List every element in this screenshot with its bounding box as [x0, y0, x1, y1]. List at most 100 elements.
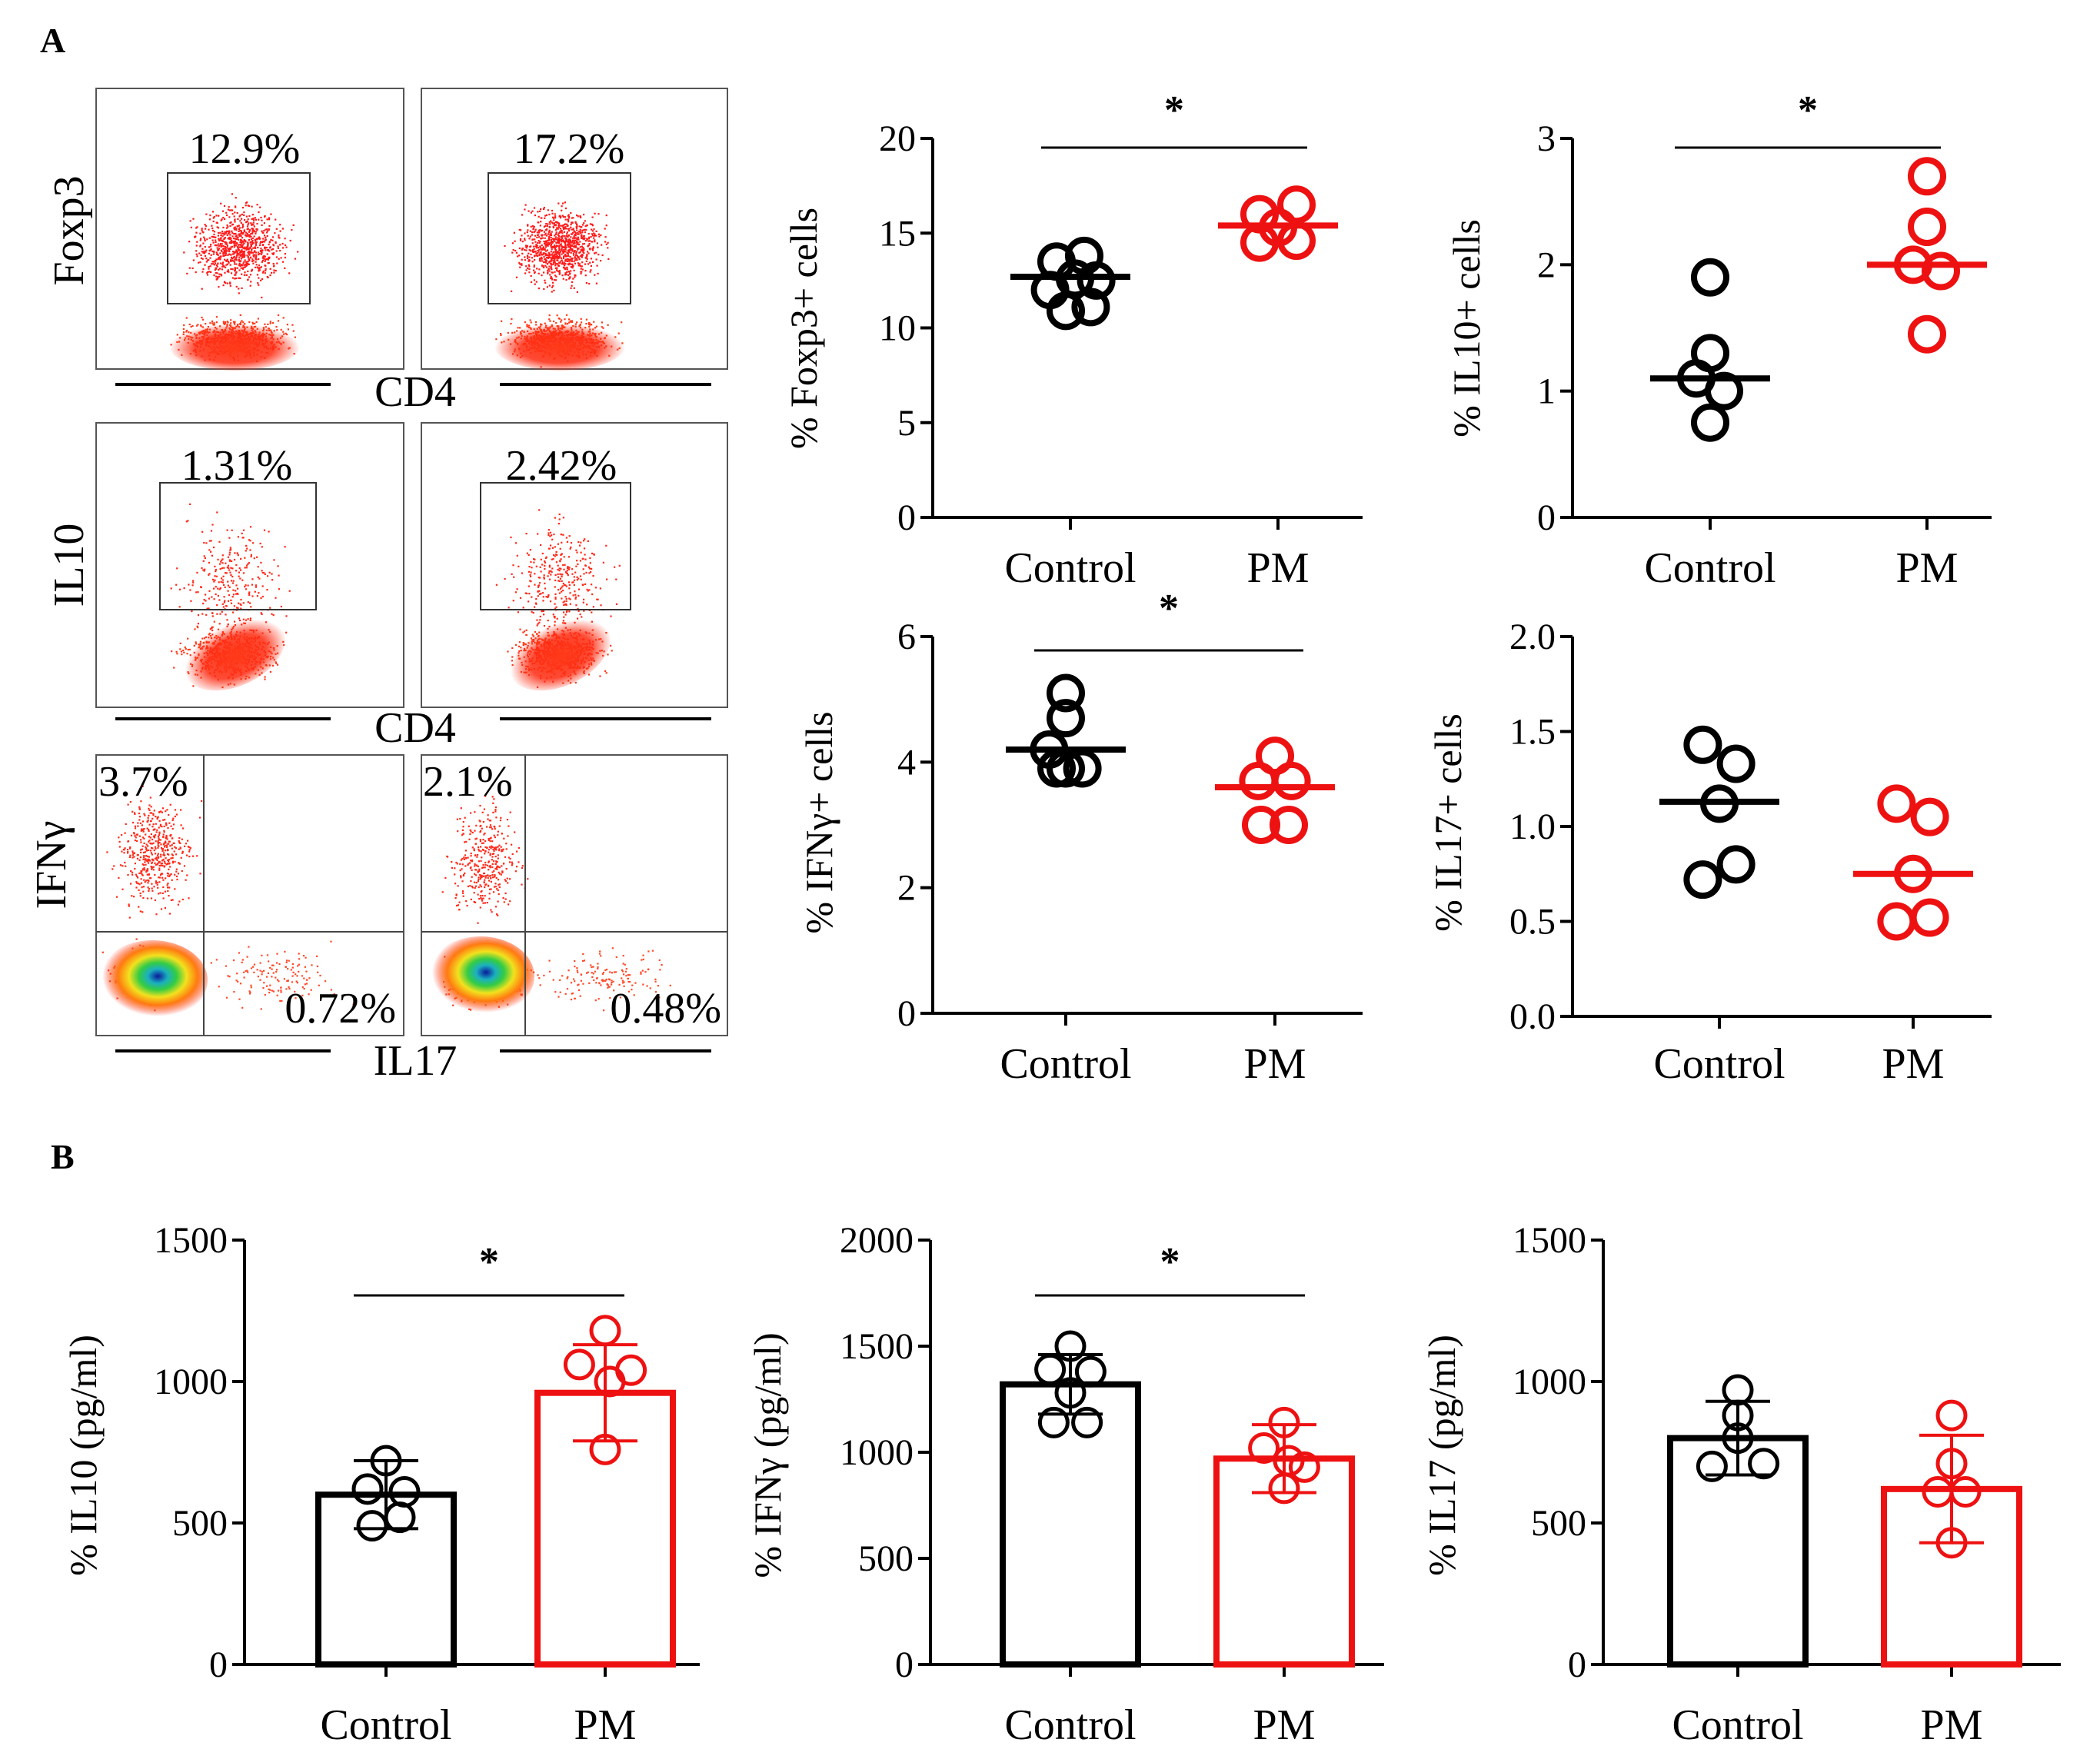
- flow-event-dot: [243, 266, 245, 268]
- flow-event-dot: [237, 237, 239, 239]
- flow-event-dot: [216, 604, 218, 607]
- flow-event-dot: [518, 247, 521, 250]
- flow-event-dot: [251, 241, 254, 243]
- flow-event-dot: [251, 205, 253, 208]
- flow-event-dot: [581, 231, 584, 234]
- flow-event-dot: [245, 235, 248, 238]
- flow-event-dot: [543, 613, 545, 616]
- flow-event-dot: [544, 244, 547, 246]
- flow-event-dot: [201, 567, 203, 570]
- flow-event-dot: [196, 241, 198, 243]
- flow-event-dot: [562, 257, 564, 260]
- flow-event-dot: [574, 594, 577, 596]
- flow-event-dot: [205, 613, 208, 616]
- flow-event-dot: [543, 208, 545, 210]
- flow-event-dot: [229, 547, 231, 549]
- flow-event-dot: [586, 255, 588, 258]
- flow-event-dot: [541, 234, 543, 236]
- flow-event-dot: [577, 237, 579, 239]
- flow-event-dot: [260, 597, 262, 600]
- flow-event-dot: [557, 239, 559, 241]
- flow-event-dot: [211, 239, 214, 241]
- flow-event-dot: [255, 241, 257, 244]
- flow-event-dot: [208, 607, 210, 610]
- flow-event-dot: [252, 259, 255, 262]
- flow-event-dot: [544, 254, 547, 257]
- flow-event-dot: [548, 566, 551, 568]
- flow-event-dot: [227, 226, 229, 228]
- flow-event-dot: [615, 578, 617, 580]
- flow-row-foxp3: Foxp3 12.9% 17.2% CD4: [45, 88, 728, 416]
- flow-event-dot: [564, 268, 567, 271]
- flow-event-dot: [551, 241, 553, 243]
- flow-event-dot: [234, 205, 237, 208]
- flow-event-dot: [569, 603, 571, 605]
- flow-event-dot: [219, 239, 221, 241]
- flow-event-dot: [222, 284, 225, 287]
- flow-event-dot: [575, 254, 577, 256]
- flow-event-dot: [229, 281, 231, 284]
- flow-event-dot: [519, 238, 522, 240]
- flow-event-dot: [571, 217, 573, 219]
- flow-event-dot: [551, 271, 554, 274]
- flow-event-dot: [548, 284, 551, 287]
- flow-event-dot: [545, 241, 547, 244]
- flow-event-dot: [242, 256, 245, 258]
- flow-event-dot: [537, 249, 539, 251]
- flow-event-dot: [583, 248, 585, 251]
- flow-event-dot: [561, 253, 563, 255]
- flow-event-dot: [571, 248, 574, 251]
- flow-event-dot: [524, 232, 526, 234]
- flow-event-dot: [537, 584, 540, 587]
- flow-event-dot: [243, 230, 246, 233]
- flow-event-dot: [230, 272, 233, 274]
- flow-event-dot: [537, 595, 539, 597]
- flow-event-dot: [543, 225, 545, 228]
- flow-event-dot: [601, 244, 603, 246]
- flow-density-control-foxp3: [169, 321, 300, 371]
- flow-event-dot: [560, 235, 562, 238]
- flow-event-dot: [218, 268, 220, 271]
- flow-event-dot: [262, 270, 265, 272]
- flow-event-dot: [225, 243, 228, 245]
- flow-event-dot: [576, 259, 578, 261]
- flow-event-dot: [583, 610, 585, 612]
- flow-event-dot: [604, 670, 607, 673]
- flow-event-dot: [201, 271, 204, 273]
- flow-event-dot: [571, 260, 573, 263]
- flow-event-dot: [221, 265, 224, 268]
- flow-event-dot: [583, 598, 585, 600]
- flow-event-dot: [533, 245, 535, 248]
- flow-event-dot: [241, 255, 243, 258]
- flow-event-dot: [519, 628, 521, 630]
- flow-event-dot: [275, 662, 278, 664]
- flow-event-dot: [542, 254, 544, 256]
- flow-event-dot: [566, 258, 568, 261]
- flow-event-dot: [221, 235, 224, 238]
- flow-event-dot: [233, 241, 235, 244]
- flow-event-dot: [264, 255, 266, 258]
- flow-event-dot: [271, 613, 273, 615]
- flow-event-dot: [536, 619, 538, 621]
- flow-event-dot: [243, 251, 245, 253]
- flow-event-dot: [582, 243, 584, 245]
- flow-event-dot: [554, 546, 556, 548]
- flow-event-dot: [546, 286, 548, 288]
- flow-event-dot: [568, 318, 571, 321]
- flow-event-dot: [232, 580, 235, 582]
- flow-event-dot: [194, 628, 196, 630]
- flow-event-dot: [230, 246, 232, 248]
- flow-event-dot: [530, 225, 532, 228]
- flow-event-dot: [598, 235, 601, 238]
- flow-event-dot: [586, 588, 588, 590]
- flow-event-dot: [189, 503, 191, 505]
- flow-event-dot: [567, 271, 570, 273]
- flow-event-dot: [200, 586, 202, 588]
- flow-event-dot: [245, 231, 248, 234]
- flow-density-pm-foxp3: [494, 321, 625, 371]
- flow-event-dot: [559, 231, 561, 233]
- flow-event-dot: [572, 237, 574, 239]
- flow-event-dot: [245, 265, 248, 268]
- flow-event-dot: [539, 566, 541, 568]
- flow-event-dot: [534, 584, 536, 586]
